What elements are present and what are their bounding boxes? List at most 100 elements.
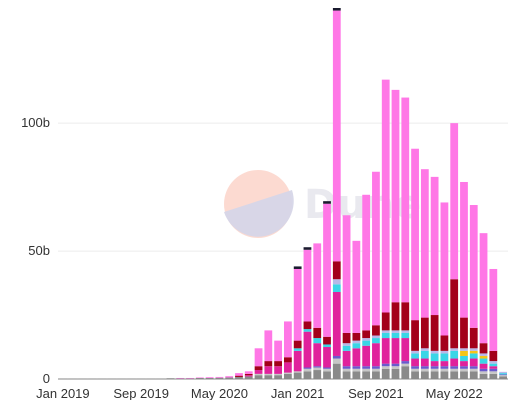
bar-segment	[293, 348, 302, 351]
bar-segment	[391, 332, 400, 339]
bar-segment	[244, 373, 253, 376]
bar-segment	[420, 371, 429, 379]
bar-segment	[342, 368, 351, 372]
dune-logo-lower-half	[224, 190, 294, 237]
bar-segment	[215, 376, 224, 378]
bar-segment	[323, 344, 331, 348]
x-tick-label: Jan 2021	[271, 386, 325, 400]
bar-segment	[235, 375, 243, 377]
bar-segment	[264, 361, 273, 367]
bar-segment	[342, 215, 351, 333]
bar-segment	[342, 366, 351, 369]
bar-segment	[391, 330, 400, 333]
bar-segment	[479, 368, 488, 372]
bar-segment	[420, 169, 429, 318]
bar-segment	[430, 371, 439, 379]
bar-segment	[303, 321, 312, 330]
bar-segment	[362, 338, 371, 341]
bar-segment	[332, 284, 341, 293]
bar-segment	[391, 338, 400, 364]
bar-segment	[313, 366, 322, 368]
y-tick-label: 50b	[28, 243, 50, 258]
bar-segment	[274, 361, 282, 367]
bar-segment	[332, 10, 341, 262]
bar-segment	[293, 268, 302, 341]
bar-segment	[284, 372, 292, 374]
bar-segment	[450, 123, 459, 280]
bar-segment	[332, 358, 341, 364]
bar-segment	[391, 363, 400, 367]
bar-segment	[440, 368, 449, 372]
bar-segment	[352, 348, 361, 367]
bar-segment	[264, 375, 273, 379]
bar-segment	[342, 345, 351, 351]
bar-segment	[460, 317, 468, 349]
y-tick-label: 0	[43, 371, 50, 386]
bar-segment	[450, 279, 459, 349]
bar-segment	[489, 368, 498, 372]
bar-segment	[381, 366, 390, 369]
bar-segment	[303, 247, 312, 250]
bar-segment	[401, 366, 410, 379]
bar-segment	[323, 336, 331, 345]
bar-segment	[293, 372, 302, 379]
y-axis-ticks: 0 50b 100b	[21, 115, 50, 386]
bar-segment	[450, 368, 459, 372]
bar-segment	[313, 327, 322, 339]
bar-segment	[372, 343, 380, 367]
bar-segment	[411, 320, 419, 351]
bar-segment	[460, 350, 468, 356]
bar-segment	[469, 350, 478, 354]
bar-segment	[469, 366, 478, 369]
bar-segment	[323, 371, 331, 379]
bar-segment	[362, 345, 371, 367]
bar-segment	[313, 343, 322, 367]
bar-segment	[440, 366, 449, 369]
bar-segment	[440, 361, 449, 367]
bar-segment	[254, 370, 263, 374]
bar-segment	[430, 350, 439, 354]
x-tick-label: Jan 2019	[36, 386, 90, 400]
bar-segment	[460, 368, 468, 372]
bar-segment	[401, 302, 410, 331]
bar-segment	[411, 368, 419, 372]
bar-segment	[323, 368, 331, 372]
bar-segment	[440, 335, 449, 351]
bar-segment	[274, 366, 282, 374]
bar-segment	[342, 332, 351, 344]
bar-segment	[440, 202, 449, 336]
bar-segment	[479, 353, 488, 356]
bar-segment	[225, 376, 234, 378]
bar-segment	[489, 363, 498, 367]
bar-segment	[479, 363, 488, 369]
bar-segment	[254, 375, 263, 379]
bar-segment	[323, 201, 331, 204]
bar-segment	[460, 361, 468, 367]
bar-segment	[469, 205, 478, 328]
bar-segment	[274, 373, 282, 376]
bar-segment	[460, 348, 468, 351]
bar-segment	[489, 366, 498, 369]
bar-segment	[332, 292, 341, 356]
bar-segment	[342, 350, 351, 367]
bar-segment	[332, 261, 341, 280]
bar-segment	[489, 373, 498, 379]
bar-segment	[411, 353, 419, 359]
bar-segment	[264, 330, 273, 362]
bar-segment	[499, 375, 507, 377]
bar-segment	[401, 97, 410, 303]
bar-segment	[411, 358, 419, 367]
bar-segment	[264, 373, 273, 376]
bar-segment	[372, 171, 380, 326]
bar-segment	[284, 373, 292, 379]
bar-segment	[205, 377, 214, 379]
bar-segment	[372, 325, 380, 336]
bar-segment	[323, 367, 331, 369]
bar-segment	[469, 368, 478, 372]
bar-segment	[391, 89, 400, 303]
bar-segment	[332, 355, 341, 359]
bar-segment	[195, 377, 204, 378]
bar-segment	[342, 371, 351, 379]
bar-segment	[450, 350, 459, 359]
